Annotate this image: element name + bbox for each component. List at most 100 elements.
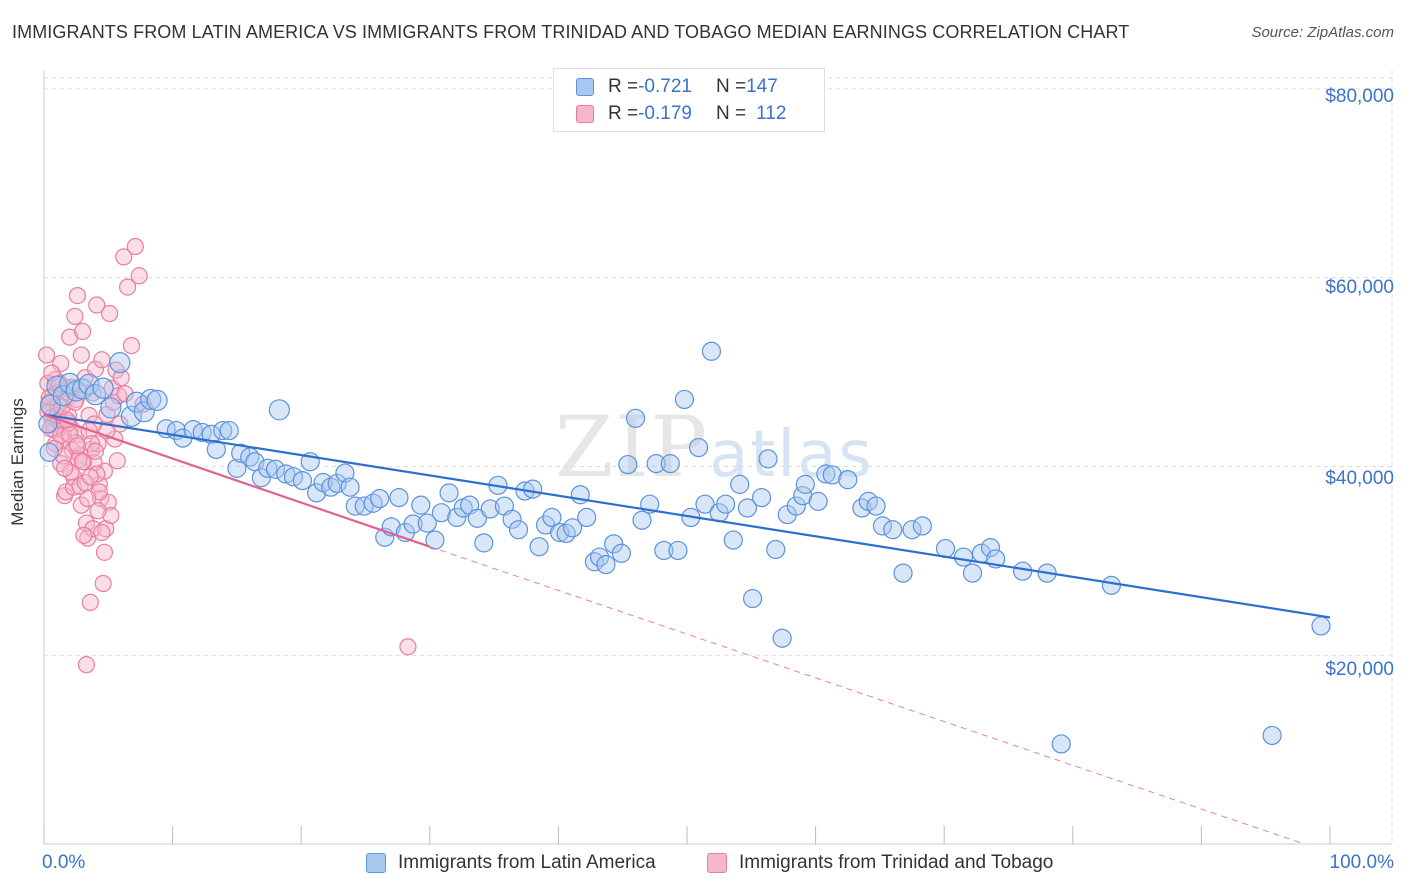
data-point-latin-america xyxy=(100,397,122,419)
data-point-latin-america xyxy=(431,503,451,523)
data-point-trinidad-tobago xyxy=(88,296,106,314)
correlation-legend: R = -0.721 N = 147 R = -0.179 N = 112 xyxy=(553,68,825,132)
data-point-trinidad-tobago xyxy=(73,453,92,471)
data-point-trinidad-tobago xyxy=(399,638,417,656)
x-tick-label: 100.0% xyxy=(1329,852,1394,873)
data-point-trinidad-tobago xyxy=(80,406,98,425)
legend-r-value: -0.721 xyxy=(638,76,692,97)
data-point-trinidad-tobago xyxy=(115,248,133,266)
data-point-latin-america xyxy=(109,352,131,374)
data-point-trinidad-tobago xyxy=(75,526,93,544)
data-point-trinidad-tobago xyxy=(84,520,102,538)
data-point-trinidad-tobago xyxy=(68,437,87,455)
data-point-latin-america xyxy=(467,508,487,528)
legend-series-label: Immigrants from Latin America xyxy=(398,852,656,873)
data-point-latin-america xyxy=(1101,575,1121,595)
data-point-latin-america xyxy=(550,522,570,543)
legend-n-label: N = xyxy=(715,103,747,124)
data-point-latin-america xyxy=(883,520,903,540)
legend-n-value: 112 xyxy=(756,103,787,124)
data-point-latin-america xyxy=(146,389,168,411)
legend-row-trinidad-tobago: R = -0.179 N = 112 xyxy=(576,102,786,126)
legend-swatch-pink xyxy=(576,105,594,123)
y-tick-label: $20,000 xyxy=(1325,659,1394,680)
legend-swatch-blue xyxy=(366,853,386,873)
data-point-trinidad-tobago xyxy=(81,593,99,611)
data-point-latin-america xyxy=(265,459,286,479)
data-point-latin-america xyxy=(688,437,709,458)
data-point-latin-america xyxy=(502,509,522,529)
data-point-latin-america xyxy=(808,491,828,511)
data-point-latin-america xyxy=(92,377,114,399)
bottom-legend-latin-america: Immigrants from Latin America xyxy=(366,852,656,874)
data-point-trinidad-tobago xyxy=(72,346,90,364)
data-point-latin-america xyxy=(980,538,1001,558)
x-tick-label: 0.0% xyxy=(42,852,86,873)
data-point-latin-america xyxy=(335,463,355,483)
trend-extension-trinidad-tobago xyxy=(429,546,1305,845)
data-point-latin-america xyxy=(742,588,763,609)
data-point-latin-america xyxy=(213,420,233,441)
legend-n-label: N = xyxy=(715,76,747,97)
trend-line-trinidad-tobago xyxy=(43,413,431,548)
data-point-latin-america xyxy=(529,537,549,557)
legend-r-value: -0.179 xyxy=(638,103,692,124)
data-point-latin-america xyxy=(78,373,100,395)
data-point-latin-america xyxy=(766,539,786,560)
data-point-latin-america xyxy=(893,563,913,583)
data-point-trinidad-tobago xyxy=(112,369,130,387)
data-point-trinidad-tobago xyxy=(122,337,141,355)
data-point-latin-america xyxy=(219,420,239,441)
data-point-latin-america xyxy=(816,464,836,484)
legend-row-latin-america: R = -0.721 N = 147 xyxy=(576,75,778,99)
legend-r-label: R = xyxy=(608,103,639,124)
data-point-latin-america xyxy=(786,496,806,516)
data-point-latin-america xyxy=(292,470,313,491)
data-point-latin-america xyxy=(577,507,597,528)
data-point-trinidad-tobago xyxy=(93,523,111,542)
data-point-latin-america xyxy=(542,507,562,528)
data-point-latin-america xyxy=(723,530,743,550)
data-point-trinidad-tobago xyxy=(94,574,112,593)
data-point-latin-america xyxy=(701,341,722,361)
data-point-latin-america xyxy=(340,477,360,497)
y-axis-label: Median Earnings xyxy=(8,398,27,526)
data-point-trinidad-tobago xyxy=(100,304,119,323)
data-point-latin-america xyxy=(52,385,74,407)
legend-swatch-blue xyxy=(576,78,594,96)
data-point-trinidad-tobago xyxy=(66,307,84,325)
data-point-latin-america xyxy=(654,540,674,561)
data-point-trinidad-tobago xyxy=(72,496,90,514)
y-tick-label: $80,000 xyxy=(1325,86,1394,107)
data-point-latin-america xyxy=(795,474,815,494)
data-point-latin-america xyxy=(39,442,59,462)
data-point-latin-america xyxy=(227,458,247,478)
chart-title: IMMIGRANTS FROM LATIN AMERICA VS IMMIGRA… xyxy=(12,22,1130,42)
data-point-trinidad-tobago xyxy=(68,286,87,305)
data-point-latin-america xyxy=(562,518,583,538)
data-point-latin-america xyxy=(912,516,932,536)
data-point-latin-america xyxy=(417,513,437,533)
data-point-latin-america xyxy=(962,563,983,583)
data-point-latin-america xyxy=(258,458,278,478)
data-point-latin-america xyxy=(508,520,529,540)
data-point-latin-america xyxy=(403,514,423,534)
data-point-trinidad-tobago xyxy=(89,502,107,520)
data-point-trinidad-tobago xyxy=(95,543,114,561)
data-point-latin-america xyxy=(307,483,327,503)
data-point-trinidad-tobago xyxy=(77,656,96,674)
data-point-trinidad-tobago xyxy=(116,385,134,403)
bottom-legend-trinidad-tobago: Immigrants from Trinidad and Tobago xyxy=(707,852,1053,874)
data-point-latin-america xyxy=(730,474,750,494)
data-point-latin-america xyxy=(660,454,680,474)
data-point-latin-america xyxy=(268,399,290,421)
data-point-latin-america xyxy=(140,388,162,411)
data-point-latin-america xyxy=(251,468,271,488)
data-point-latin-america xyxy=(715,494,736,514)
data-point-latin-america xyxy=(523,479,543,499)
data-point-latin-america xyxy=(206,439,226,460)
watermark: ZIPatlas xyxy=(555,398,874,496)
legend-swatch-pink xyxy=(707,853,727,873)
trend-line-latin-america xyxy=(43,413,1331,619)
